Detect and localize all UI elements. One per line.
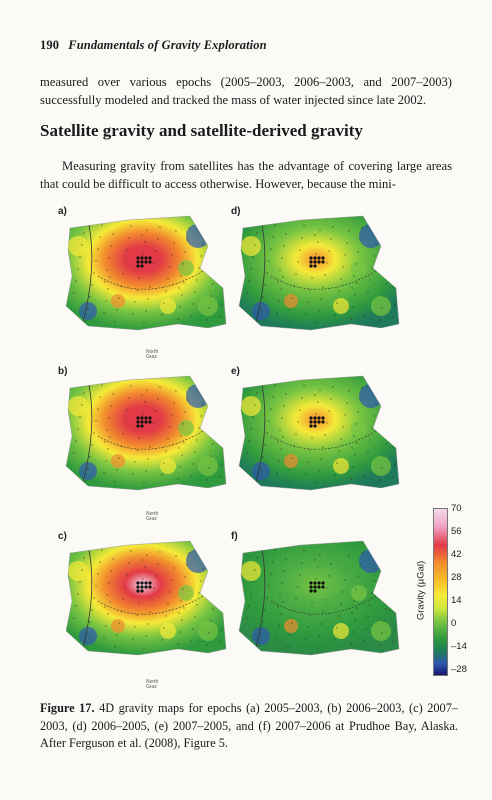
- map-panel-e: e): [231, 366, 411, 526]
- book-title: Fundamentals of Gravity Exploration: [68, 38, 267, 52]
- panel-label-f: f): [231, 531, 238, 542]
- map-panel-c: c): [58, 531, 238, 691]
- north-arrow-icon: North Graz: [146, 680, 158, 690]
- caption-text: 4D gravity maps for epochs (a) 2005–2003…: [40, 701, 458, 750]
- gravity-map-b: [65, 375, 227, 491]
- section-heading: Satellite gravity and satellite-derived …: [40, 121, 363, 140]
- colorbar-tick: 70: [451, 503, 462, 514]
- map-panel-b: b): [58, 366, 238, 526]
- map-panel-f: f): [231, 531, 411, 691]
- colorbar-title: Gravity (µGal): [415, 560, 427, 621]
- colorbar-tick: –28: [451, 664, 467, 675]
- gravity-map-a: [65, 215, 227, 331]
- paragraph-2: Measuring gravity from satellites has th…: [40, 159, 452, 191]
- north-arrow-text: North Graz: [146, 349, 159, 360]
- gravity-map-e: [238, 375, 400, 491]
- paragraph-1: measured over various epochs (2005–2003,…: [40, 75, 452, 107]
- panel-label-e: e): [231, 366, 240, 377]
- colorbar-tick: –14: [451, 641, 467, 652]
- map-panel-a: a): [58, 206, 238, 366]
- panel-label-d: d): [231, 206, 241, 217]
- caption-label: Figure 17.: [40, 701, 95, 715]
- colorbar: [433, 508, 448, 676]
- north-arrow-icon: North Graz: [146, 350, 158, 360]
- colorbar-tick: 28: [451, 572, 462, 583]
- colorbar-tick: 56: [451, 526, 462, 537]
- gravity-map-f: [238, 540, 400, 656]
- panel-label-a: a): [58, 206, 67, 217]
- running-head: 190 Fundamentals of Gravity Exploration: [40, 38, 267, 53]
- gravity-map-d: [238, 215, 400, 331]
- north-arrow-text: North Graz: [146, 511, 159, 522]
- figure-caption: Figure 17. 4D gravity maps for epochs (a…: [40, 700, 458, 753]
- map-panel-d: d): [231, 206, 411, 366]
- north-arrow-text: North Graz: [146, 679, 159, 690]
- colorbar-tick: 0: [451, 618, 457, 629]
- colorbar-tick: 42: [451, 549, 462, 560]
- panel-label-c: c): [58, 531, 67, 542]
- north-arrow-icon: North Graz: [146, 512, 158, 522]
- panel-label-b: b): [58, 366, 68, 377]
- page-number: 190: [40, 38, 60, 52]
- gravity-map-c: [65, 540, 227, 656]
- colorbar-tick: 14: [451, 595, 462, 606]
